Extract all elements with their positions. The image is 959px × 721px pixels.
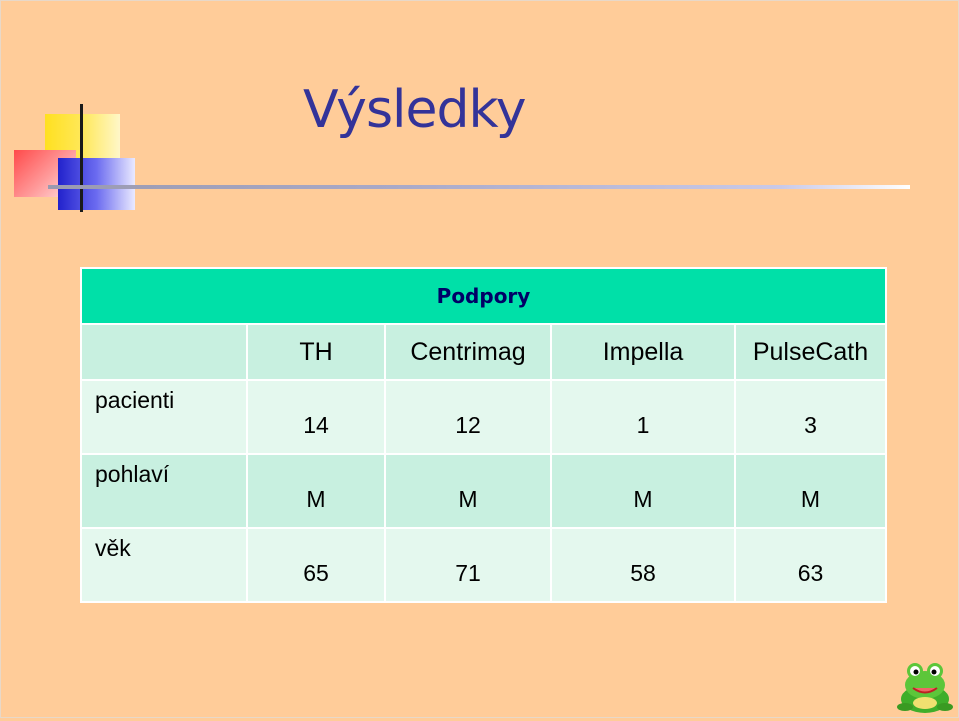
row-label-pacienti: pacienti xyxy=(80,379,248,455)
row-label-pohlavi: pohlaví xyxy=(80,453,248,529)
table-cell: M xyxy=(246,453,386,529)
slide-title: Výsledky xyxy=(303,80,527,140)
table-cell: 63 xyxy=(734,527,887,603)
table-row: pohlaví M M M M xyxy=(80,453,887,529)
row-label-vek: věk xyxy=(80,527,248,603)
table-caption: Podpory xyxy=(80,267,887,325)
column-header-th: TH xyxy=(246,323,386,381)
table-cell: 71 xyxy=(384,527,552,603)
column-header-pulsecath: PulseCath xyxy=(734,323,887,381)
table-caption-row: Podpory xyxy=(80,267,887,325)
results-table: Podpory TH Centrimag Impella PulseCath p… xyxy=(80,267,887,603)
table-cell: 12 xyxy=(384,379,552,455)
table-cell: M xyxy=(384,453,552,529)
colored-blocks-graphic xyxy=(0,0,140,220)
table-header-row: TH Centrimag Impella PulseCath xyxy=(80,323,887,381)
blue-block xyxy=(58,158,135,210)
column-header-centrimag: Centrimag xyxy=(384,323,552,381)
table-cell: 58 xyxy=(550,527,736,603)
table-cell: 1 xyxy=(550,379,736,455)
table-row: pacienti 14 12 1 3 xyxy=(80,379,887,455)
table-cell: 65 xyxy=(246,527,386,603)
table-cell: M xyxy=(550,453,736,529)
table-cell: M xyxy=(734,453,887,529)
title-underline xyxy=(48,185,910,189)
table-row: věk 65 71 58 63 xyxy=(80,527,887,603)
table-cell: 3 xyxy=(734,379,887,455)
header-empty-cell xyxy=(80,323,248,381)
frog-icon xyxy=(893,655,957,717)
column-header-impella: Impella xyxy=(550,323,736,381)
vertical-rule xyxy=(80,104,83,212)
table-cell: 14 xyxy=(246,379,386,455)
